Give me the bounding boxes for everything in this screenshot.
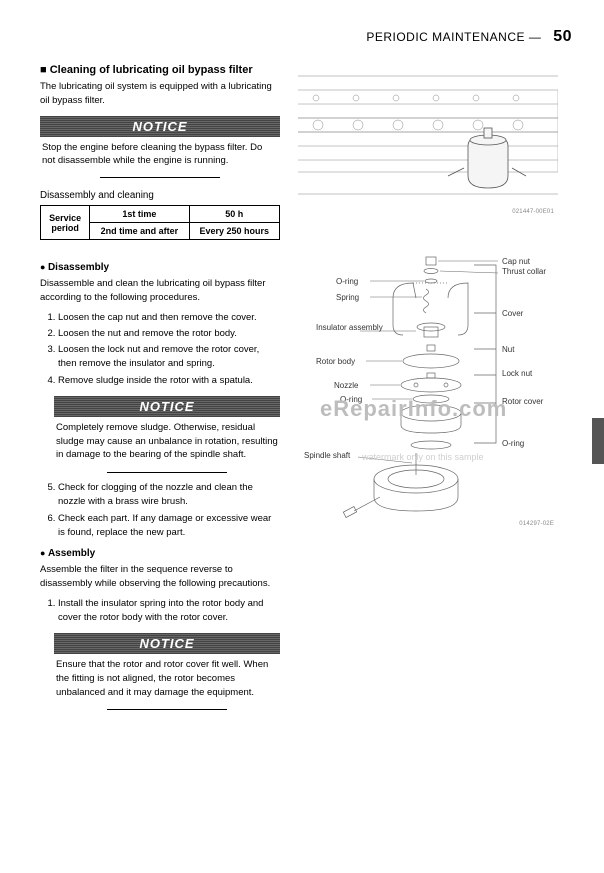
notice-label: NOTICE	[54, 633, 280, 654]
section-title: Cleaning of lubricating oil bypass filte…	[40, 64, 280, 76]
label-oring-2: O-ring	[340, 395, 362, 404]
label-spindle: Spindle shaft	[304, 451, 350, 460]
table-rowhead-l2: period	[51, 223, 79, 233]
disassembly-steps-cont: Check for clogging of the nozzle and cle…	[40, 481, 280, 540]
divider	[100, 177, 220, 178]
figure-bottom-id: 014297-02E	[519, 521, 554, 527]
figure-engine: 021447-00E01	[298, 68, 558, 213]
service-table: Service period 1st time 50 h 2nd time an…	[40, 205, 280, 240]
header-dash: —	[529, 30, 545, 44]
divider	[107, 472, 227, 473]
notice-3: NOTICE Ensure that the rotor and rotor c…	[54, 633, 280, 710]
right-column: 021447-00E01	[298, 64, 572, 718]
label-oring: O-ring	[336, 277, 358, 286]
list-item: Loosen the lock nut and remove the rotor…	[58, 343, 280, 372]
header-section: PERIODIC MAINTENANCE	[366, 30, 525, 44]
label-oring-3: O-ring	[502, 439, 524, 448]
assembly-steps: Install the insulator spring into the ro…	[40, 597, 280, 626]
disassembly-cleaning-label: Disassembly and cleaning	[40, 190, 280, 201]
list-item: Loosen the nut and remove the rotor body…	[58, 327, 280, 341]
divider	[107, 709, 227, 710]
list-item: Install the insulator spring into the ro…	[58, 597, 280, 626]
table-rowhead-l1: Service	[49, 213, 81, 223]
notice-1: NOTICE Stop the engine before cleaning t…	[40, 116, 280, 179]
notice-label: NOTICE	[54, 396, 280, 417]
table-cell: Every 250 hours	[189, 223, 279, 240]
notice-3-body: Ensure that the rotor and rotor cover fi…	[54, 654, 280, 703]
page-number: 50	[553, 28, 572, 45]
disassembly-intro: Disassemble and clean the lubricating oi…	[40, 277, 280, 305]
label-nozzle: Nozzle	[334, 381, 358, 390]
label-rotor-cover: Rotor cover	[502, 397, 543, 406]
notice-1-body: Stop the engine before cleaning the bypa…	[40, 137, 280, 173]
table-rowhead: Service period	[41, 206, 90, 240]
label-nut: Nut	[502, 345, 514, 354]
left-column: Cleaning of lubricating oil bypass filte…	[40, 64, 280, 718]
list-item: Check for clogging of the nozzle and cle…	[58, 481, 280, 510]
notice-2-body: Completely remove sludge. Otherwise, res…	[54, 417, 280, 466]
disassembly-head: Disassembly	[40, 262, 280, 273]
assembly-head: Assembly	[40, 548, 280, 559]
label-lock-nut: Lock nut	[502, 369, 532, 378]
notice-2: NOTICE Completely remove sludge. Otherwi…	[54, 396, 280, 473]
label-cap-nut: Cap nut	[502, 257, 530, 266]
list-item: Loosen the cap nut and then remove the c…	[58, 311, 280, 325]
table-cell: 50 h	[189, 206, 279, 223]
figure-top-id: 021447-00E01	[512, 209, 554, 215]
notice-label: NOTICE	[40, 116, 280, 137]
side-tab	[592, 418, 604, 464]
table-row: Service period 1st time 50 h	[41, 206, 280, 223]
label-insulator: Insulator assembly	[316, 323, 383, 332]
intro-text: The lubricating oil system is equipped w…	[40, 80, 280, 108]
table-cell: 1st time	[90, 206, 189, 223]
list-item: Check each part. If any damage or excess…	[58, 512, 280, 541]
list-item: Remove sludge inside the rotor with a sp…	[58, 374, 280, 388]
figure-exploded: O-ring Spring Insulator assembly Rotor b…	[298, 253, 558, 533]
assembly-intro: Assemble the filter in the sequence reve…	[40, 563, 280, 591]
disassembly-steps: Loosen the cap nut and then remove the c…	[40, 311, 280, 388]
label-thrust-collar: Thrust collar	[502, 267, 546, 276]
label-cover: Cover	[502, 309, 523, 318]
table-cell: 2nd time and after	[90, 223, 189, 240]
label-spring: Spring	[336, 293, 359, 302]
label-rotor-body: Rotor body	[316, 357, 355, 366]
